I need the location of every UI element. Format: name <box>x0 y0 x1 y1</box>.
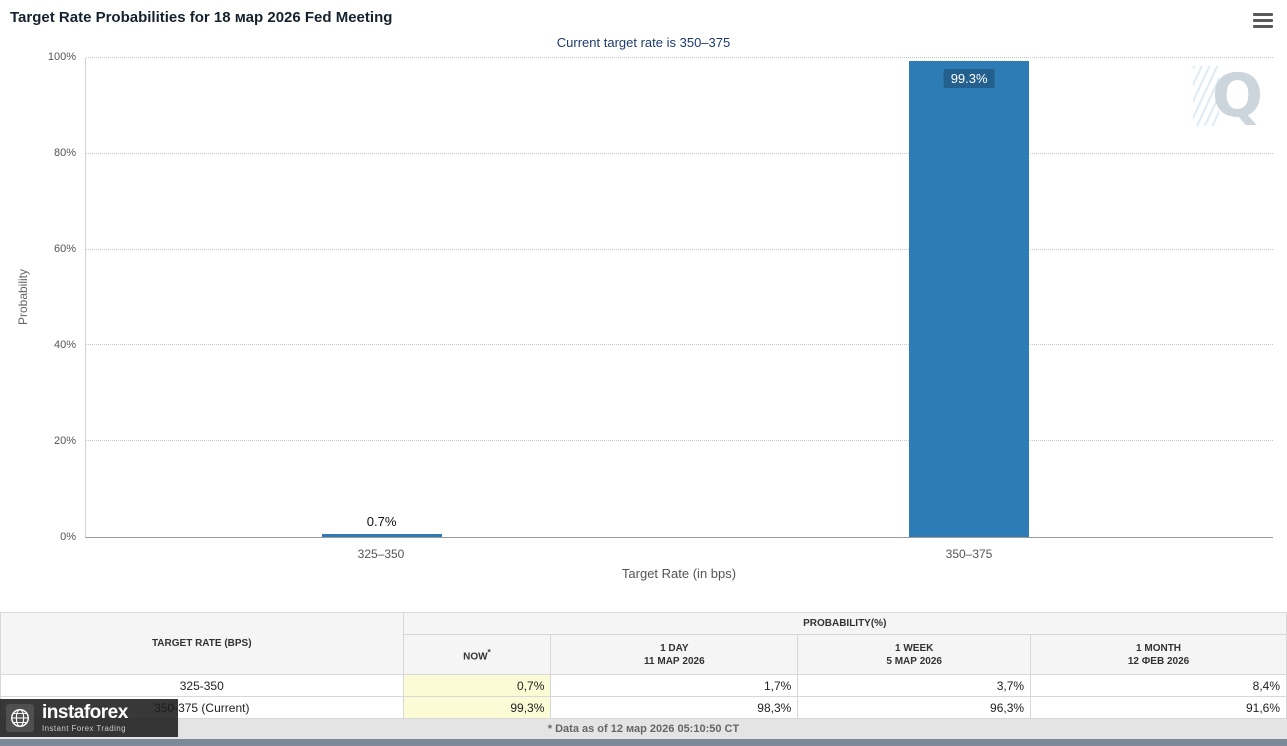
col-header-now-label: NOW <box>463 651 488 663</box>
table-row: 350-375 (Current) 99,3% 98,3% 96,3% 91,6… <box>0 696 1287 719</box>
x-axis-title: Target Rate (in bps) <box>621 566 737 581</box>
col-header-now: NOW* <box>402 634 552 675</box>
bar-value-label: 99.3% <box>943 69 995 89</box>
gridline <box>86 152 1273 154</box>
instaforex-logo: instaforex Instant Forex Trading <box>0 699 178 737</box>
brand-text: instaforex Instant Forex Trading <box>42 702 128 734</box>
plot-area: Q 0.7% 99.3% <box>85 57 1273 538</box>
prob-now: 0,7% <box>402 674 552 697</box>
data-as-of-note: * Data as of 12 мар 2026 05:10:50 CT <box>0 719 1287 739</box>
y-tick-label: 80% <box>53 147 76 159</box>
col-header-1day-label: 1 DAY <box>660 642 689 654</box>
col-header-1week-date: 5 МАР 2026 <box>886 655 942 667</box>
chart-subtitle: Current target rate is 350–375 <box>556 35 731 50</box>
col-header-1day: 1 DAY 11 МАР 2026 <box>550 634 799 675</box>
prob-1week: 3,7% <box>797 674 1032 697</box>
gridline <box>86 344 1273 346</box>
bar-325-350[interactable] <box>321 533 442 537</box>
col-header-1week: 1 WEEK 5 МАР 2026 <box>797 634 1032 675</box>
prob-1day: 1,7% <box>550 674 799 697</box>
gridline <box>86 248 1273 250</box>
probability-group-header: PROBABILITY(%) <box>402 612 1287 635</box>
y-tick-label: 40% <box>53 339 76 351</box>
chart-panel: Target Rate Probabilities for 18 мар 202… <box>10 9 1273 581</box>
quikstrike-watermark-icon: Q <box>1193 60 1263 136</box>
prob-1month: 8,4% <box>1030 674 1287 697</box>
target-rate-header: TARGET RATE (BPS) <box>0 612 404 675</box>
globe-icon <box>6 704 34 732</box>
rate-range-label: 325-350 <box>0 674 404 697</box>
menu-bar <box>1253 19 1273 22</box>
prob-1month: 91,6% <box>1030 696 1287 719</box>
col-header-1month-label: 1 MONTH <box>1136 642 1182 654</box>
col-header-1day-date: 11 МАР 2026 <box>644 655 705 667</box>
menu-bar <box>1253 25 1273 28</box>
table-row: 325-350 0,7% 1,7% 3,7% 8,4% <box>0 674 1287 697</box>
menu-bar <box>1253 13 1273 16</box>
y-axis-title: Probability <box>16 268 30 326</box>
col-header-1month-date: 12 ФЕВ 2026 <box>1127 655 1190 667</box>
bottom-bar <box>0 739 1287 746</box>
q-letter: Q <box>1211 61 1263 131</box>
gridline <box>86 440 1273 442</box>
y-tick-label: 0% <box>60 531 76 543</box>
hamburger-menu-icon[interactable] <box>1253 13 1273 28</box>
chart-title: Target Rate Probabilities for 18 мар 202… <box>10 9 393 26</box>
prob-1day: 98,3% <box>550 696 799 719</box>
col-header-1month: 1 MONTH 12 ФЕВ 2026 <box>1030 634 1287 675</box>
y-tick-label: 100% <box>47 51 76 63</box>
y-tick-label: 60% <box>53 243 76 255</box>
prob-1week: 96,3% <box>797 696 1032 719</box>
brand-tagline: Instant Forex Trading <box>42 724 126 733</box>
probability-table: TARGET RATE (BPS) PROBABILITY(%) NOW* 1 … <box>0 612 1287 719</box>
col-header-1week-label: 1 WEEK <box>895 642 934 654</box>
prob-now: 99,3% <box>402 696 552 719</box>
footnote-marker: * <box>487 646 491 657</box>
y-tick-label: 20% <box>53 435 76 447</box>
brand-name: instaforex <box>42 702 128 723</box>
watermark-hatch <box>1193 66 1219 126</box>
bar-value-label: 0.7% <box>366 513 397 529</box>
gridline <box>86 57 1273 58</box>
x-tick-label: 350–375 <box>945 547 993 561</box>
bar-350-375[interactable] <box>909 61 1030 537</box>
probability-table-section: TARGET RATE (BPS) PROBABILITY(%) NOW* 1 … <box>0 612 1287 719</box>
x-tick-label: 325–350 <box>357 547 405 561</box>
